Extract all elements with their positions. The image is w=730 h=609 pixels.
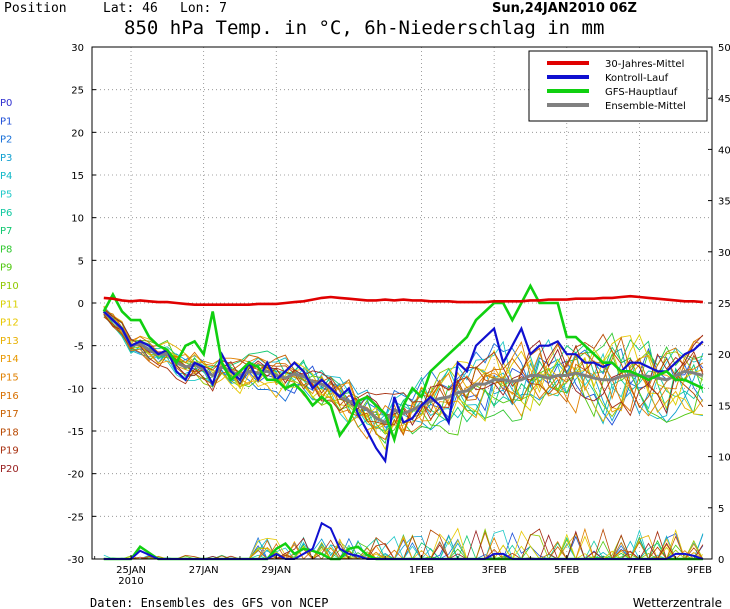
- lat-label: Lat: 46: [103, 1, 158, 16]
- ensemble-precip-lines: [103, 527, 704, 561]
- member-label-p17: P17: [0, 409, 19, 420]
- member-label-p18: P18: [0, 427, 19, 438]
- member-label-p9: P9: [0, 263, 12, 274]
- x-tick: 3FEB: [481, 565, 506, 576]
- member-label-p19: P19: [0, 446, 19, 457]
- gfs-main-line: [102, 283, 704, 444]
- y-left-tick: -5: [74, 342, 84, 353]
- member-label-p11: P11: [0, 299, 19, 310]
- y-left-tick: -25: [68, 512, 84, 523]
- legend-label-climate: 30-Jahres-Mittel: [605, 59, 684, 70]
- member-label-p5: P5: [0, 190, 12, 201]
- chart-title: 850 hPa Temp. in °C, 6h-Niederschlag in …: [124, 17, 604, 39]
- member-label-p0: P0: [0, 98, 12, 109]
- x-tick: 29JAN: [261, 565, 291, 576]
- axes: 302520151050-5-10-15-20-25-3050454035302…: [68, 43, 730, 587]
- member-temp-line: [103, 313, 704, 421]
- member-precip-line: [103, 528, 704, 561]
- ensemble-mean-line: [102, 310, 704, 425]
- member-label-p2: P2: [0, 135, 12, 146]
- member-label-p15: P15: [0, 373, 19, 384]
- y-right-tick: 20: [718, 350, 730, 361]
- y-left-tick: 25: [71, 86, 84, 97]
- member-precip-line: [103, 527, 703, 560]
- x-tick: 27JAN: [189, 565, 219, 576]
- y-left-tick: 10: [71, 214, 84, 225]
- y-left-tick: -15: [68, 427, 84, 438]
- y-right-tick: 15: [718, 401, 730, 412]
- climate-mean-line: [103, 294, 704, 306]
- member-label-p20: P20: [0, 464, 19, 475]
- data-source: Daten: Ensembles des GFS von NCEP: [90, 596, 328, 609]
- member-label-p14: P14: [0, 354, 19, 365]
- member-label-p12: P12: [0, 318, 19, 329]
- y-left-tick: 30: [71, 43, 84, 54]
- lon-label: Lon: 7: [180, 1, 227, 16]
- x-tick: 25JAN: [116, 565, 146, 576]
- y-right-tick: 50: [718, 43, 730, 54]
- x-tick-year: 2010: [118, 576, 143, 587]
- legend-box: 30-Jahres-Mittel Kontroll-Lauf GFS-Haupt…: [528, 50, 708, 122]
- y-right-tick: 5: [718, 504, 724, 515]
- y-left-tick: 0: [78, 299, 84, 310]
- y-left-tick: 20: [71, 128, 84, 139]
- y-left-tick: -20: [68, 470, 84, 481]
- y-right-tick: 25: [718, 299, 730, 310]
- member-precip-line: [103, 528, 704, 560]
- y-right-tick: 35: [718, 197, 730, 208]
- legend-label-control: Kontroll-Lauf: [605, 73, 669, 84]
- y-right-tick: 0: [718, 555, 724, 566]
- legend-label-mean: Ensemble-Mittel: [605, 101, 686, 112]
- x-tick: 9FEB: [687, 565, 712, 576]
- member-label-p6: P6: [0, 208, 12, 219]
- member-label-p13: P13: [0, 336, 19, 347]
- brand-label: Wetterzentrale: [633, 596, 722, 609]
- member-label-p8: P8: [0, 244, 12, 255]
- y-left-tick: -10: [68, 384, 84, 395]
- member-labels: P0 P1 P2 P3 P4 P5 P6 P7 P8 P9 P10 P11 P12 P13 P14 P15 P1…: [0, 98, 19, 475]
- member-label-p7: P7: [0, 226, 12, 237]
- member-label-p10: P10: [0, 281, 19, 292]
- y-left-tick: 5: [78, 256, 84, 267]
- member-label-p1: P1: [0, 116, 12, 127]
- member-label-p4: P4: [0, 171, 12, 182]
- y-left-tick: 15: [71, 171, 84, 182]
- legend-label-gfs: GFS-Hauptlauf: [605, 87, 678, 98]
- run-date: Sun,24JAN2010 06Z: [492, 1, 637, 16]
- y-right-tick: 40: [718, 145, 730, 156]
- x-tick: 1FEB: [409, 565, 434, 576]
- x-tick: 7FEB: [627, 565, 652, 576]
- y-right-tick: 10: [718, 453, 730, 464]
- member-precip-line: [103, 527, 703, 560]
- control-run-line: [103, 310, 704, 464]
- position-label: Position: [4, 1, 67, 16]
- ensemble-temperature-lines: [103, 305, 704, 451]
- member-label-p3: P3: [0, 153, 12, 164]
- y-left-tick: -30: [68, 555, 84, 566]
- y-right-tick: 30: [718, 248, 730, 259]
- member-precip-line: [103, 528, 704, 560]
- y-right-tick: 45: [718, 94, 730, 105]
- x-tick: 5FEB: [554, 565, 579, 576]
- member-label-p16: P16: [0, 391, 19, 402]
